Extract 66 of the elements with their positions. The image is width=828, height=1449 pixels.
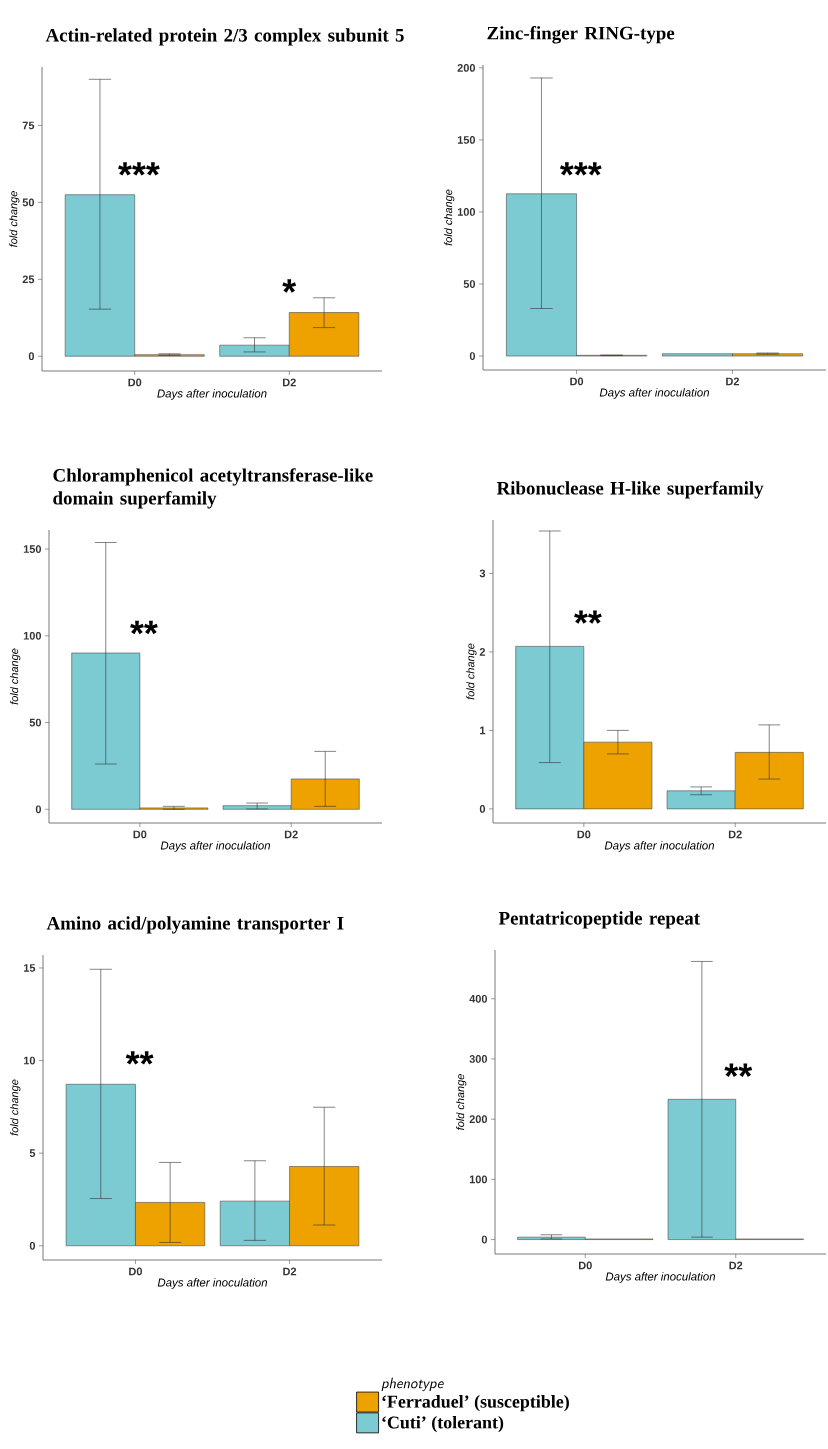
annotation: *** [559, 162, 602, 176]
y-tick-label: 25 [22, 275, 35, 284]
annotation: ** [125, 1051, 154, 1065]
y-tick-label: 150 [23, 545, 42, 553]
y-tick-label: 100 [23, 631, 42, 640]
y-tick-label: 5 [29, 1149, 36, 1157]
y-tick-label: 75 [22, 121, 35, 130]
y-tick-label: 50 [22, 198, 35, 207]
x-axis-title: Days after inoculation [605, 1272, 716, 1283]
x-tick-label: D2 [729, 1261, 743, 1270]
chart-title: Zinc-finger RING-type [487, 26, 675, 44]
x-axis-title: Days after inoculation [157, 1278, 268, 1289]
annotation: ** [724, 1063, 753, 1077]
x-axis-title: Days after inoculation [160, 841, 271, 852]
y-tick-label: 100 [469, 1175, 488, 1184]
y-tick-label: 0 [28, 352, 35, 361]
y-tick-label: 1 [480, 726, 486, 735]
x-tick-label: D2 [726, 377, 740, 386]
x-tick-label: D0 [129, 1267, 142, 1276]
y-tick-label: 15 [23, 964, 36, 972]
x-tick-label: D2 [283, 1267, 297, 1276]
y-tick-label: 150 [457, 136, 476, 144]
chart-title: Pentatricopeptide repeat [498, 911, 700, 929]
y-tick-label: 3 [479, 569, 486, 578]
annotation: * [282, 279, 297, 293]
y-tick-label: 100 [457, 208, 476, 216]
x-tick-label: D0 [579, 1261, 592, 1270]
y-tick-label: 400 [469, 994, 488, 1003]
annotation: ** [574, 610, 602, 624]
y-tick-label: 300 [469, 1055, 488, 1063]
y-axis-title: fold change [9, 191, 20, 247]
x-tick-label: D2 [728, 830, 742, 839]
y-tick-label: 50 [463, 280, 476, 288]
annotation: *** [118, 162, 160, 176]
y-axis-title: fold change [444, 189, 455, 246]
y-tick-label: 0 [35, 805, 42, 814]
chart-title: Chloramphenicol acetyltransferase-like domain superfamily [53, 468, 373, 509]
y-axis-title: fold change [10, 648, 21, 705]
x-tick-label: D0 [577, 830, 591, 839]
x-axis-title: Days after inoculation [599, 388, 710, 399]
y-axis-title: fold change [456, 1074, 467, 1130]
y-tick-label: 2 [479, 648, 486, 656]
y-tick-label: 0 [481, 1235, 488, 1244]
legend-label: ‘Ferraduel’ (susceptible) [382, 1395, 569, 1412]
x-tick-label: D2 [283, 378, 296, 387]
x-tick-label: D2 [284, 830, 298, 839]
legend-title: phenotype [381, 1377, 444, 1392]
x-tick-label: D0 [133, 830, 147, 839]
y-axis-title: fold change [466, 643, 477, 700]
y-tick-label: 0 [29, 1241, 36, 1250]
y-tick-label: 10 [23, 1056, 36, 1065]
y-axis-title: fold change [10, 1079, 21, 1136]
y-tick-label: 200 [457, 64, 476, 72]
annotation: ** [130, 620, 158, 635]
chart-title: Ribonuclease H-like superfamily [496, 481, 764, 499]
chart-title: Actin-related protein 2/3 complex subunit 5 [45, 28, 404, 46]
x-axis-title: Days after inoculation [157, 389, 267, 400]
y-tick-label: 0 [469, 352, 476, 360]
legend-label: ‘Cuti’ (tolerant) [382, 1415, 504, 1433]
chart-title: Amino acid/polyamine transporter I [46, 916, 344, 934]
x-tick-label: D0 [128, 378, 142, 387]
y-tick-label: 0 [479, 805, 486, 813]
x-tick-label: D0 [570, 377, 584, 386]
y-tick-label: 50 [29, 718, 42, 727]
y-tick-label: 200 [469, 1115, 488, 1124]
x-axis-title: Days after inoculation [604, 841, 715, 852]
